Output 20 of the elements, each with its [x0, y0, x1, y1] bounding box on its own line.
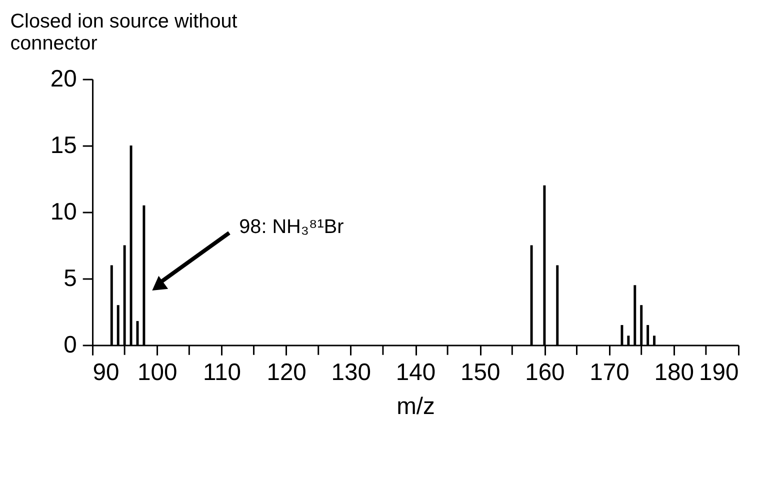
y-tick-label: 5 — [64, 264, 77, 292]
annotation: 98: NH₃⁸¹Br — [239, 216, 344, 238]
y-tick-label: 10 — [50, 198, 77, 226]
y-tick-label: 15 — [50, 132, 77, 159]
x-tick-label: 100 — [138, 359, 178, 386]
x-tick-label: 170 — [590, 359, 630, 386]
y-tick-label: 20 — [50, 66, 77, 93]
x-tick-label: 190 — [699, 359, 739, 386]
y-tick-label: 0 — [64, 331, 77, 358]
x-tick-label: 150 — [460, 359, 500, 386]
x-tick-label: 130 — [331, 359, 372, 386]
x-tick-label: 160 — [525, 359, 565, 386]
x-tick-label: 110 — [203, 359, 241, 386]
text: Closed ion source without — [10, 10, 238, 32]
x-axis-title: m/z — [396, 392, 435, 420]
x-tick-label: 90 — [92, 359, 120, 386]
x-tick-label: 120 — [266, 359, 306, 386]
x-tick-label: 180 — [654, 359, 694, 386]
text: connector — [10, 32, 98, 54]
x-tick-label: 140 — [396, 359, 436, 386]
